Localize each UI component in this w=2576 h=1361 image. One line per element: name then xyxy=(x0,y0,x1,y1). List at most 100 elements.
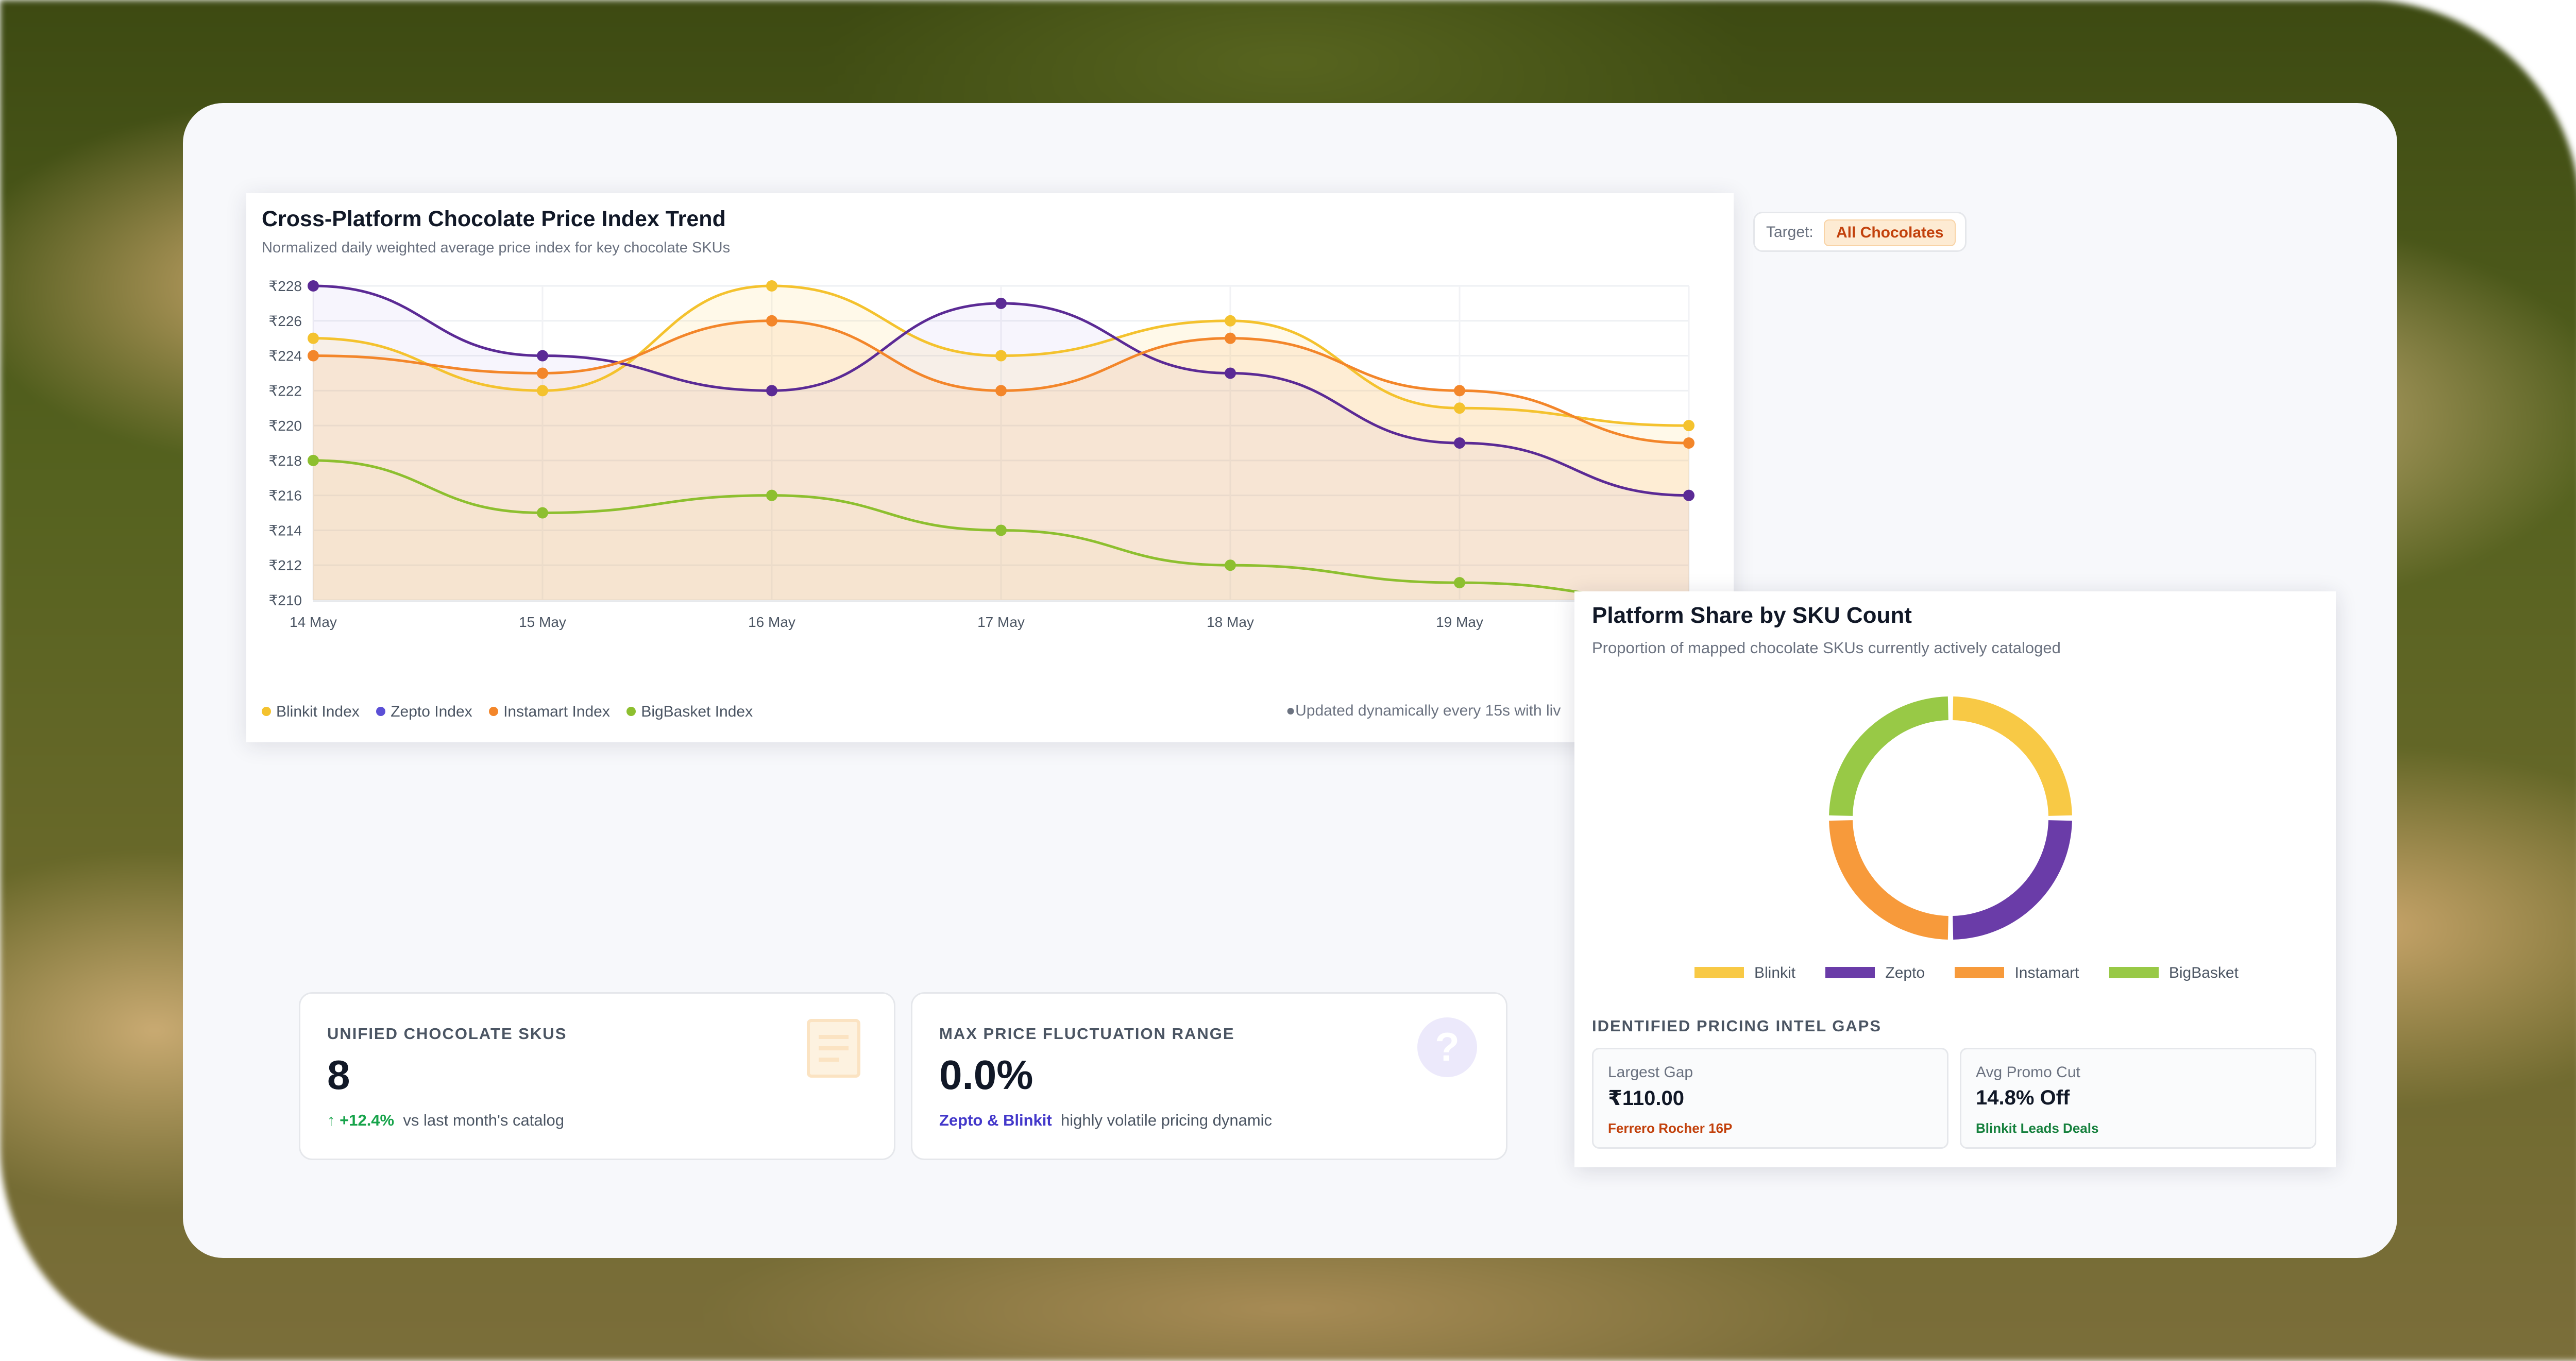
data-point-bigbasket xyxy=(308,454,319,466)
legend-dot xyxy=(376,707,386,717)
donut-legend-zepto[interactable]: Zepto xyxy=(1825,964,1925,981)
legend-item-instamart[interactable]: Instamart Index xyxy=(489,703,610,721)
share-title: Platform Share by SKU Count xyxy=(1592,603,1912,628)
legend-label: BigBasket Index xyxy=(641,703,753,720)
target-value-badge[interactable]: All Chocolates xyxy=(1824,219,1956,246)
x-tick-label: 14 May xyxy=(290,614,337,630)
legend-label: BigBasket xyxy=(2168,964,2239,981)
data-point-bigbasket xyxy=(766,489,777,501)
legend-dot xyxy=(626,707,636,717)
question-icon: ? xyxy=(1417,1017,1477,1077)
stat-card-fluctuation: MAX PRICE FLUCTUATION RANGE 0.0% Zepto &… xyxy=(911,992,1507,1160)
legend-item-bigbasket[interactable]: BigBasket Index xyxy=(626,703,753,721)
y-tick-label: ₹222 xyxy=(268,383,302,399)
data-point-zepto xyxy=(1454,437,1465,449)
data-point-blinkit xyxy=(537,385,548,397)
x-tick-label: 18 May xyxy=(1207,614,1254,630)
y-tick-label: ₹224 xyxy=(268,348,302,364)
data-point-zepto xyxy=(766,385,777,397)
platform-share-card: Platform Share by SKU Count Proportion o… xyxy=(1574,591,2336,1167)
stat-delta: ↑ +12.4% xyxy=(327,1111,395,1129)
y-tick-label: ₹216 xyxy=(268,488,302,504)
gaps-title: IDENTIFIED PRICING INTEL GAPS xyxy=(1592,1017,1882,1035)
series-area-instamart xyxy=(313,320,1689,600)
donut-legend-bigbasket[interactable]: BigBasket xyxy=(2109,964,2239,981)
donut-legend: Blinkit Zepto Instamart BigBasket xyxy=(1694,964,2239,982)
legend-item-zepto[interactable]: Zepto Index xyxy=(376,703,472,721)
gap-label: Largest Gap xyxy=(1608,1064,1693,1081)
y-tick-label: ₹212 xyxy=(268,557,302,573)
legend-label: Instamart xyxy=(2014,964,2079,981)
document-icon xyxy=(807,1019,860,1078)
gap-card-promo: Avg Promo Cut 14.8% Off Blinkit Leads De… xyxy=(1960,1048,2316,1149)
line-chart: ₹228 ₹226 ₹224 ₹222 ₹220 ₹218 ₹216 ₹214 ₹212 ₹210… xyxy=(268,278,1712,630)
stat-card-skus: UNIFIED CHOCOLATE SKUS 8 ↑ +12.4% vs las… xyxy=(299,992,895,1160)
data-point-instamart xyxy=(1454,385,1465,397)
data-point-instamart xyxy=(995,385,1007,397)
y-tick-label: ₹228 xyxy=(268,278,302,294)
donut-slice-zepto[interactable] xyxy=(1953,820,2072,940)
data-point-instamart xyxy=(1683,437,1694,449)
y-tick-label: ₹210 xyxy=(268,592,302,608)
chart-subtitle: Normalized daily weighted average price … xyxy=(262,240,731,256)
data-point-bigbasket xyxy=(995,524,1007,536)
data-point-instamart xyxy=(537,367,548,379)
legend-dot xyxy=(262,707,271,717)
price-trend-card: Cross-Platform Chocolate Price Index Tre… xyxy=(246,193,1967,742)
chart-title: Cross-Platform Chocolate Price Index Tre… xyxy=(262,207,726,231)
data-point-blinkit xyxy=(766,280,777,292)
stat-note: highly volatile pricing dynamic xyxy=(1060,1111,1273,1129)
data-point-bigbasket xyxy=(537,507,548,519)
data-point-bigbasket xyxy=(1225,559,1236,571)
gap-card-largest: Largest Gap ₹110.00 Ferrero Rocher 16P xyxy=(1592,1048,1948,1149)
legend-label: Zepto xyxy=(1885,964,1925,981)
stat-subtext: ↑ +12.4% vs last month's catalog xyxy=(327,1111,564,1130)
data-point-instamart xyxy=(1225,332,1236,344)
data-point-blinkit xyxy=(308,332,319,344)
stat-value: 8 xyxy=(327,1052,350,1098)
target-filter[interactable]: Target: All Chocolates xyxy=(1753,212,1967,252)
data-point-blinkit xyxy=(1225,315,1236,327)
data-point-zepto xyxy=(308,280,319,292)
series-area-zepto xyxy=(313,286,1689,600)
stat-value: 0.0% xyxy=(939,1052,1033,1098)
data-point-zepto xyxy=(995,297,1007,309)
legend-label: Zepto Index xyxy=(391,703,472,720)
donut-legend-instamart[interactable]: Instamart xyxy=(1955,964,2079,981)
stat-label: UNIFIED CHOCOLATE SKUS xyxy=(327,1025,567,1043)
dashboard-panel: Cross-Platform Chocolate Price Index Tre… xyxy=(183,103,2397,1258)
chart-legend: Blinkit Index Zepto Index Instamart Inde… xyxy=(262,703,767,724)
donut-slice-bigbasket[interactable] xyxy=(1829,696,1948,816)
data-point-zepto xyxy=(1683,489,1694,501)
y-tick-label: ₹226 xyxy=(268,313,302,329)
gap-note: Blinkit Leads Deals xyxy=(1976,1120,2099,1136)
x-tick-label: 19 May xyxy=(1436,614,1483,630)
legend-dot xyxy=(489,707,499,717)
legend-swatch xyxy=(1694,967,1744,979)
data-point-zepto xyxy=(537,350,548,362)
donut-chart xyxy=(1829,696,2072,940)
stat-highlight: Zepto & Blinkit xyxy=(939,1111,1052,1129)
target-label: Target: xyxy=(1766,224,1814,241)
y-tick-label: ₹220 xyxy=(268,418,302,434)
y-tick-label: ₹218 xyxy=(268,453,302,469)
data-point-bigbasket xyxy=(1454,577,1465,589)
stat-note: vs last month's catalog xyxy=(403,1111,564,1129)
donut-legend-blinkit[interactable]: Blinkit xyxy=(1694,964,1795,981)
stat-subtext: Zepto & Blinkit highly volatile pricing … xyxy=(939,1111,1272,1130)
svg-text:?: ? xyxy=(1435,1024,1460,1069)
data-point-instamart xyxy=(766,315,777,327)
data-point-zepto xyxy=(1225,367,1236,379)
y-tick-label: ₹214 xyxy=(268,522,302,538)
legend-label: Instamart Index xyxy=(503,703,610,720)
legend-item-blinkit[interactable]: Blinkit Index xyxy=(262,703,360,721)
x-tick-label: 17 May xyxy=(977,614,1025,630)
donut-slice-instamart[interactable] xyxy=(1829,820,1948,940)
x-tick-label: 16 May xyxy=(748,614,795,630)
data-point-blinkit xyxy=(995,350,1007,362)
donut-slice-blinkit[interactable] xyxy=(1953,696,2072,816)
legend-swatch xyxy=(1955,967,2005,979)
legend-label: Blinkit xyxy=(1754,964,1796,981)
series-area-blinkit xyxy=(313,286,1689,600)
share-subtitle: Proportion of mapped chocolate SKUs curr… xyxy=(1592,639,2061,657)
